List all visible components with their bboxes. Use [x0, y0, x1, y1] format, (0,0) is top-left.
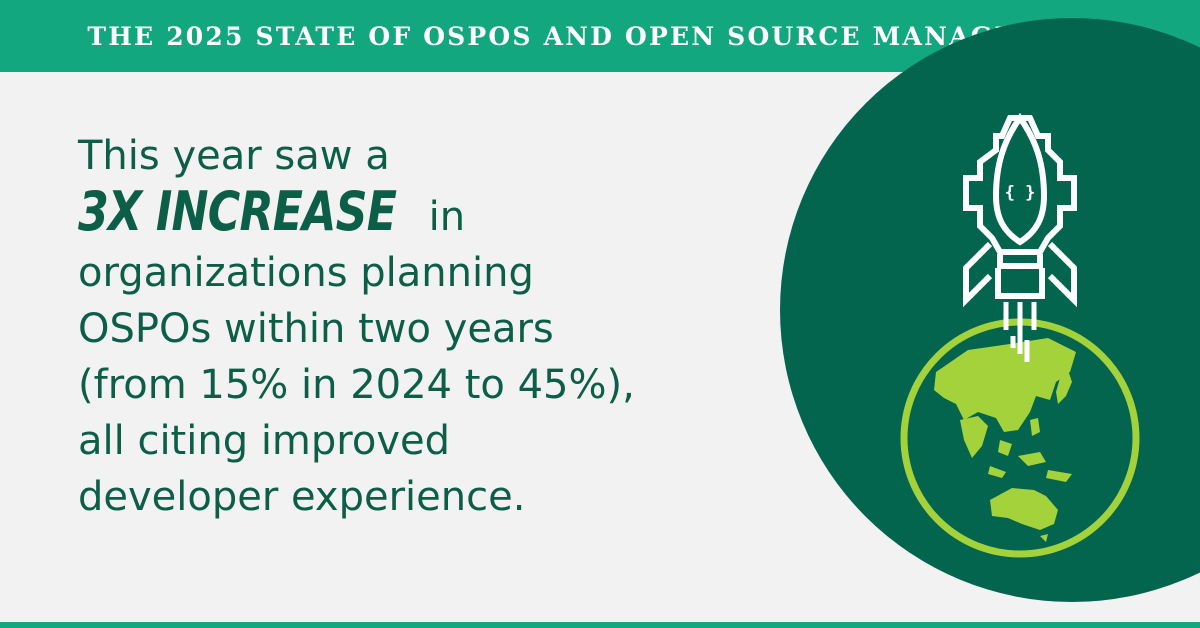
headline-line-1: This year saw a [78, 133, 390, 179]
bottom-strip [0, 622, 1200, 628]
headline-line-6: all citing improved [78, 418, 450, 464]
globe-icon [900, 318, 1140, 558]
banner-title: THE 2025 STATE OF OSPOS AND OPEN SOURCE … [87, 21, 1113, 51]
headline-text: This year saw a 3X INCREASE in organizat… [78, 128, 778, 525]
headline-line-5: (from 15% in 2024 to 45%), [78, 362, 635, 408]
rocket-icon [963, 112, 1077, 308]
headline-line-2-rest: in [415, 194, 466, 240]
headline-line-7: developer experience. [78, 474, 526, 520]
exhaust-lines [1003, 302, 1037, 362]
rocket-symbol: { } [1005, 183, 1036, 203]
headline-line-3: organizations planning [78, 250, 534, 296]
headline-line-2: 3X INCREASE in [78, 184, 778, 245]
headline-line-4: OSPOs within two years [78, 306, 554, 352]
headline-emphasis: 3X INCREASE [78, 180, 397, 243]
